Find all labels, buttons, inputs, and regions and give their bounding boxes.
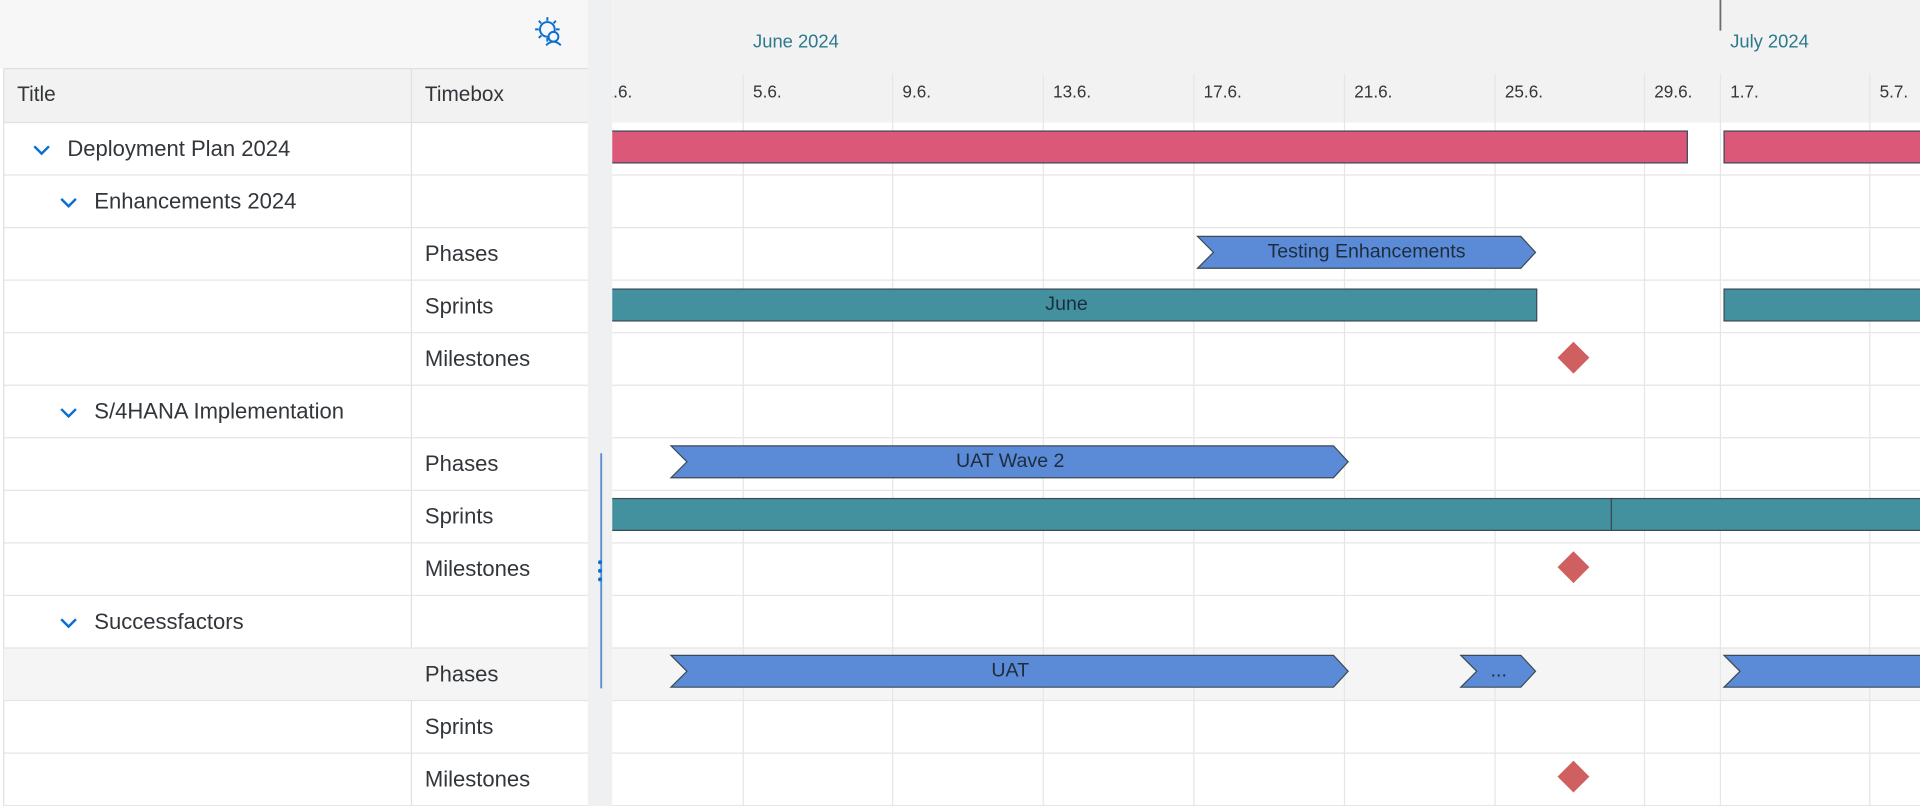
day-label: 25.6. [1505,82,1543,102]
toolbar [0,0,588,69]
column-header[interactable]: Title [17,83,56,106]
day-label: 17.6. [1204,82,1242,102]
sprint-bar [612,288,1538,322]
row-timebox: Milestones [425,346,530,371]
row-timebox: Sprints [425,714,494,739]
day-label: 5.6. [753,82,782,102]
row-title: Successfactors [94,609,243,634]
phase-bar[interactable] [669,445,1349,479]
row-title: S/4HANA Implementation [94,399,344,424]
row-timebox: Phases [425,451,498,476]
day-label: 5.7. [1880,82,1909,102]
plan-bar [612,130,1688,164]
expand-toggle[interactable] [60,408,77,419]
splitter[interactable] [587,0,613,806]
sprint-bar [612,497,1613,532]
month-label: June 2024 [753,31,839,52]
plan-bar [1723,130,1920,164]
phase-bar[interactable] [1722,654,1920,688]
row-highlight [3,647,588,701]
phase-bar[interactable] [1459,654,1537,688]
bar-label: June [1045,293,1088,315]
row-title: Deployment Plan 2024 [67,136,290,161]
timeline-header [612,0,1920,123]
row-timebox: Milestones [425,766,530,791]
sprint-bar [1723,288,1920,322]
milestone[interactable] [1557,551,1590,584]
table-header [3,68,588,123]
row-timebox: Phases [425,241,498,266]
month-label: July 2024 [1730,31,1809,52]
day-label: 13.6. [1053,82,1091,102]
bar-label: UAT Wave 2 [956,450,1064,472]
day-label: 1.6. [604,82,633,102]
expand-toggle[interactable] [60,198,77,208]
row-timebox: Milestones [425,556,530,581]
expand-toggle[interactable] [60,618,77,629]
milestone[interactable] [1557,760,1590,793]
row-title: Enhancements 2024 [94,188,296,213]
expand-toggle[interactable] [33,145,50,156]
bar-label: UAT [991,659,1029,681]
milestone[interactable] [1557,341,1590,374]
settings-button[interactable] [535,17,562,47]
phase-bar[interactable] [669,654,1349,688]
row-timebox: Sprints [425,293,494,318]
phase-bar[interactable] [1196,235,1537,269]
column-header[interactable]: Timebox [425,83,505,106]
day-label: 1.7. [1730,82,1759,102]
day-label: 9.6. [902,82,931,102]
bar-label: Testing Enhancements [1268,241,1466,263]
row-timebox: Phases [425,661,498,686]
bar-label: ... [1491,659,1507,681]
day-label: 21.6. [1354,82,1392,102]
day-label: 29.6. [1654,82,1692,102]
sprint-bar [1610,497,1920,532]
row-timebox: Sprints [425,504,494,529]
